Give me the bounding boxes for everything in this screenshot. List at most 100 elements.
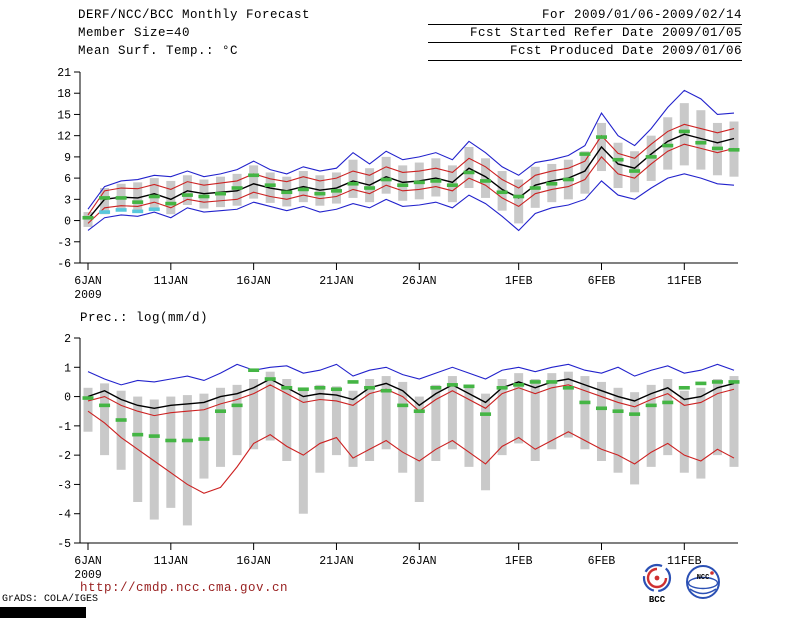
observation-marker bbox=[181, 193, 193, 197]
x-tick-label: 11FEB bbox=[667, 555, 702, 568]
observation-marker bbox=[132, 432, 144, 437]
spread-bar bbox=[398, 381, 408, 473]
observation-marker bbox=[314, 385, 326, 390]
series-upper-bound bbox=[87, 123, 735, 216]
observation-marker bbox=[264, 377, 276, 381]
observation-marker bbox=[645, 155, 657, 159]
observation-marker bbox=[330, 387, 342, 392]
x-tick-label: 6FEB bbox=[588, 555, 616, 568]
observation-marker bbox=[231, 186, 243, 190]
spread-bar bbox=[414, 396, 424, 502]
observation-marker bbox=[463, 384, 475, 389]
observation-marker bbox=[695, 140, 707, 145]
series-lower-bound bbox=[87, 143, 735, 224]
y-tick-label: 9 bbox=[64, 152, 71, 165]
observation-marker bbox=[612, 157, 624, 162]
observation-marker bbox=[496, 190, 508, 195]
observation-marker bbox=[248, 173, 260, 178]
spread-bar bbox=[481, 158, 491, 198]
observation-marker bbox=[529, 186, 541, 190]
observation-marker bbox=[264, 183, 276, 187]
spread-bar bbox=[580, 376, 590, 450]
spread-bar bbox=[348, 159, 358, 198]
observation-marker bbox=[132, 200, 144, 204]
observation-marker bbox=[678, 385, 690, 390]
series-ensemble-min bbox=[87, 173, 735, 232]
observation-marker bbox=[728, 148, 740, 152]
spread-bar bbox=[265, 371, 275, 441]
observation-marker bbox=[413, 409, 425, 414]
spread-bar bbox=[282, 379, 292, 461]
header-row-1: DERF/NCC/BCC Monthly Forecast For 2009/0… bbox=[78, 8, 742, 25]
y-tick-label: 21 bbox=[57, 67, 71, 80]
spread-bar bbox=[348, 390, 358, 467]
x-tick-label: 21JAN bbox=[319, 555, 354, 568]
observation-marker bbox=[480, 179, 492, 183]
spread-bar bbox=[580, 151, 590, 194]
observation-marker bbox=[579, 152, 591, 156]
spread-bar bbox=[630, 392, 640, 485]
observation-marker bbox=[413, 180, 425, 185]
y-tick-label: -6 bbox=[57, 258, 71, 271]
variable-label: Mean Surf. Temp.: °C bbox=[78, 44, 239, 58]
observation-marker bbox=[562, 385, 574, 390]
fcst-produced-label: Fcst Produced Date 2009/01/06 bbox=[428, 44, 742, 61]
observation-marker bbox=[82, 215, 94, 220]
grads-stamp: GrADS: COLA/IGES bbox=[2, 594, 99, 605]
observation-marker bbox=[181, 438, 193, 443]
grads-stamp-bar bbox=[0, 607, 86, 618]
x-tick-label: 26JAN bbox=[402, 275, 437, 288]
spread-bar bbox=[331, 386, 341, 456]
x-tick-label: 6JAN bbox=[74, 555, 102, 568]
series-upper-bound bbox=[87, 384, 735, 417]
header-row-2: Member Size=40 Fcst Started Refer Date 2… bbox=[78, 26, 742, 43]
page-title: DERF/NCC/BCC Monthly Forecast bbox=[78, 8, 311, 22]
observation-marker bbox=[397, 403, 409, 408]
observation-marker bbox=[380, 388, 392, 393]
observation-marker bbox=[463, 170, 475, 175]
x-tick-label: 1FEB bbox=[505, 275, 533, 288]
observation-marker bbox=[198, 437, 210, 441]
spread-bar bbox=[149, 399, 159, 520]
observation-marker bbox=[662, 143, 674, 148]
y-tick-label: 18 bbox=[57, 88, 71, 101]
y-tick-label: -5 bbox=[57, 538, 71, 551]
spread-bar bbox=[232, 384, 242, 456]
spread-bar bbox=[563, 371, 573, 438]
observation-marker bbox=[629, 412, 641, 416]
y-tick-label: -2 bbox=[57, 450, 71, 463]
observation-marker bbox=[480, 412, 492, 416]
x-tick-label: 21JAN bbox=[319, 275, 354, 288]
bcc-logo: BCC bbox=[642, 563, 672, 604]
y-tick-label: 12 bbox=[57, 131, 71, 144]
observation-marker bbox=[513, 383, 525, 387]
y-tick-label: 0 bbox=[64, 392, 71, 405]
observation-marker bbox=[397, 183, 409, 187]
observation-marker bbox=[115, 418, 127, 422]
observation-marker bbox=[347, 380, 359, 384]
y-tick-label: -3 bbox=[57, 479, 71, 492]
fcst-start-label: Fcst Started Refer Date 2009/01/05 bbox=[428, 26, 742, 43]
observation-marker bbox=[330, 189, 342, 193]
observation-marker bbox=[513, 194, 525, 199]
spread-bar bbox=[100, 383, 110, 456]
footer-logos: BCC NCC bbox=[638, 562, 724, 604]
spread-bar bbox=[381, 376, 391, 450]
observation-marker bbox=[579, 400, 591, 405]
spread-bar bbox=[116, 390, 126, 470]
x-tick-label: 26JAN bbox=[402, 555, 437, 568]
spread-bar bbox=[182, 395, 192, 526]
precip-chart-title: Prec.: log(mm/d) bbox=[80, 311, 209, 325]
spread-bar bbox=[530, 379, 540, 461]
observation-marker bbox=[281, 385, 293, 390]
observation-marker bbox=[629, 169, 641, 173]
observation-marker bbox=[562, 177, 574, 182]
spread-bar bbox=[166, 396, 176, 508]
observation-marker bbox=[446, 383, 458, 387]
observation-marker bbox=[678, 129, 690, 134]
x-tick-label: 11JAN bbox=[154, 555, 189, 568]
observation-marker bbox=[99, 403, 111, 408]
spread-bar bbox=[464, 384, 474, 467]
spread-bar bbox=[613, 142, 623, 189]
